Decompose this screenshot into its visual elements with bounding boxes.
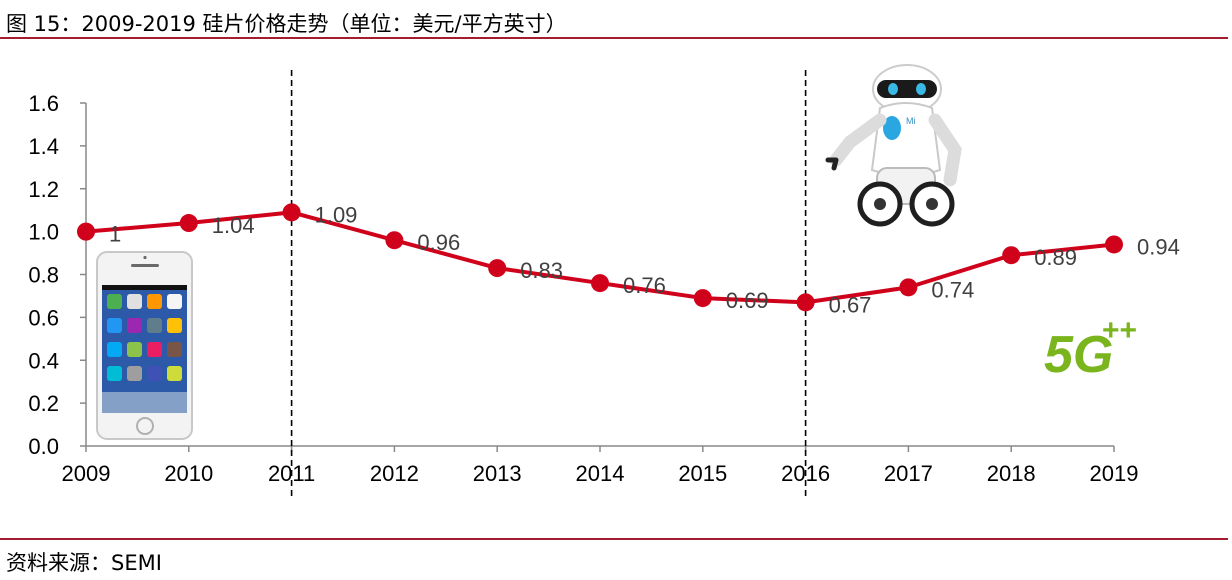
line-chart: Mi 5G ++ 0.0 0.2 0.4 0.6 0.8 1.0 1.2 1.4 1.6 2009… xyxy=(28,64,1180,500)
data-labels: 1 1.04 1.09 0.96 0.83 0.76 0.69 0.67 0.74 0.89 0.9… xyxy=(109,202,1180,317)
phone-app-icon xyxy=(167,318,182,333)
phone-app-icon xyxy=(167,342,182,357)
5g-logo: 5G ++ xyxy=(1044,314,1137,384)
data-point xyxy=(796,293,815,312)
phone-app-icon xyxy=(147,318,162,333)
data-label: 0.76 xyxy=(623,273,666,298)
data-label: 0.69 xyxy=(726,288,769,313)
phone-app-icon xyxy=(107,342,122,357)
x-tick-label: 2010 xyxy=(164,461,213,486)
data-label: 1.04 xyxy=(212,213,255,238)
phone-app-icon xyxy=(107,318,122,333)
x-tick-label: 2018 xyxy=(987,461,1036,486)
data-point xyxy=(385,231,404,250)
y-tick-label: 0.4 xyxy=(28,348,59,373)
data-label: 0.74 xyxy=(931,277,974,302)
y-tick-label: 1.6 xyxy=(28,91,59,116)
phone-app-icon xyxy=(127,294,142,309)
data-point xyxy=(1002,246,1021,265)
data-point xyxy=(282,203,301,222)
data-label: 0.89 xyxy=(1034,245,1077,270)
data-label: 1.09 xyxy=(315,202,358,227)
phone-app-icon xyxy=(127,342,142,357)
phone-app-icon xyxy=(107,294,122,309)
data-label: 0.67 xyxy=(829,292,872,317)
data-label: 1 xyxy=(109,222,121,247)
data-point xyxy=(488,259,507,278)
y-tick-label: 0.2 xyxy=(28,391,59,416)
data-point xyxy=(77,222,95,241)
x-tick-label: 2013 xyxy=(473,461,522,486)
y-tick-label: 1.4 xyxy=(28,134,59,159)
x-tick-label: 2019 xyxy=(1090,461,1139,486)
phone-app-icon xyxy=(167,366,182,381)
y-tick-label: 1.0 xyxy=(28,220,59,245)
x-tick-label: 2012 xyxy=(370,461,419,486)
phone-app-icon xyxy=(107,366,122,381)
x-tick-label: 2009 xyxy=(62,461,111,486)
footer-divider xyxy=(0,538,1228,540)
y-tick-label: 0.8 xyxy=(28,263,59,288)
svg-text:Mi: Mi xyxy=(906,116,916,126)
5g-logo-text: 5G xyxy=(1044,326,1113,384)
data-point xyxy=(591,274,609,293)
decorations: Mi 5G ++ xyxy=(96,64,1137,440)
title-divider xyxy=(0,37,1228,39)
smartphone-icon xyxy=(96,251,193,440)
data-point xyxy=(179,214,198,233)
phone-app-icon xyxy=(147,342,162,357)
data-label: 0.83 xyxy=(520,258,563,283)
phone-app-icon xyxy=(147,366,162,381)
series-line-group xyxy=(77,203,1123,312)
vertical-markers xyxy=(290,70,807,500)
phone-app-icon xyxy=(127,318,142,333)
5g-logo-plus: ++ xyxy=(1102,314,1137,347)
robot-icon: Mi xyxy=(825,64,962,227)
data-label: 0.94 xyxy=(1137,234,1180,259)
data-point xyxy=(899,278,918,297)
page-title: 图 15：2009-2019 硅片价格走势（单位：美元/平方英寸） xyxy=(6,12,567,36)
y-tick-label: 0.0 xyxy=(28,434,59,459)
data-point xyxy=(693,289,712,308)
data-point xyxy=(1105,235,1123,254)
phone-app-icon xyxy=(127,366,142,381)
x-tick-label: 2017 xyxy=(884,461,933,486)
x-tick-label: 2014 xyxy=(576,461,625,486)
phone-app-icon xyxy=(147,294,162,309)
phone-app-icon xyxy=(167,294,182,309)
data-label: 0.96 xyxy=(417,230,460,255)
y-tick-label: 0.6 xyxy=(28,305,59,330)
x-tick-label: 2015 xyxy=(678,461,727,486)
source-note: 资料来源：SEMI xyxy=(6,551,162,575)
y-tick-label: 1.2 xyxy=(28,177,59,202)
